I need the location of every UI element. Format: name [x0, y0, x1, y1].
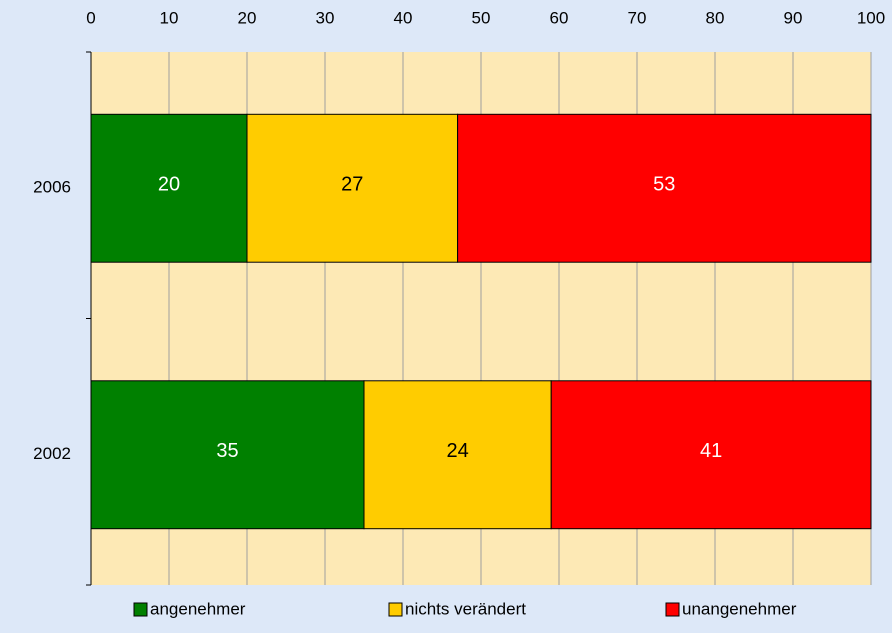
x-tick-label: 10	[160, 8, 179, 27]
legend-label: unangenehmer	[682, 599, 797, 618]
x-tick-label: 90	[784, 8, 803, 27]
legend-label: angenehmer	[150, 599, 246, 618]
y-tick-label: 2006	[33, 178, 71, 197]
data-label: 24	[446, 440, 468, 462]
legend-label: nichts verändert	[405, 599, 526, 618]
legend-swatch	[665, 602, 680, 617]
data-label: 53	[653, 174, 675, 196]
y-tick-label: 2002	[33, 444, 71, 463]
bar-segment	[457, 113, 872, 263]
x-tick-label: 50	[472, 8, 491, 27]
x-tick-label: 70	[628, 8, 647, 27]
bar-segment	[363, 380, 552, 530]
data-label: 41	[700, 440, 722, 462]
bar-segment	[90, 380, 365, 530]
x-tick-label: 100	[857, 8, 885, 27]
x-tick-label: 30	[316, 8, 335, 27]
data-label: 20	[158, 174, 180, 196]
x-tick-label: 80	[706, 8, 725, 27]
bar-segment	[550, 380, 872, 530]
x-tick-label: 60	[550, 8, 569, 27]
x-tick-label: 40	[394, 8, 413, 27]
x-tick-label: 0	[86, 8, 95, 27]
data-label: 27	[341, 174, 363, 196]
legend-swatch	[133, 602, 148, 617]
legend-swatch	[388, 602, 403, 617]
x-tick-label: 20	[238, 8, 257, 27]
data-label: 35	[216, 440, 238, 462]
